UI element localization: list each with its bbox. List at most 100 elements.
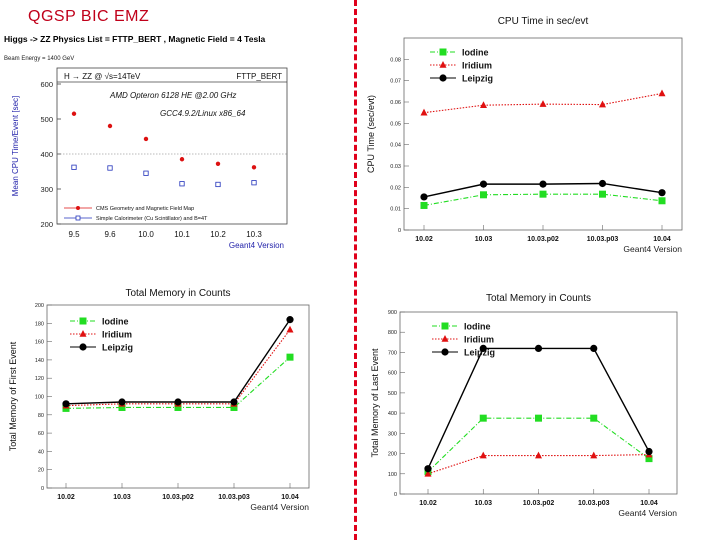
y-tick-label: 200	[40, 220, 53, 229]
simple-calo-point	[71, 164, 77, 170]
plot-frame	[56, 67, 288, 225]
x-axis-label: Geant4 Version	[229, 241, 284, 250]
iodine-point	[174, 403, 182, 411]
cms-point	[107, 123, 113, 129]
process-label: H → ZZ @ √s=14TeV	[64, 72, 141, 81]
series-leipzig	[424, 344, 653, 473]
x-tick-label: 9.5	[68, 230, 80, 239]
y-tick-label: 0.08	[390, 57, 401, 63]
iodine-point	[479, 414, 487, 422]
iodine-point	[539, 190, 547, 198]
y-tick-label: 500	[40, 115, 53, 124]
series-leipzig	[62, 316, 294, 408]
iridium-point	[535, 451, 542, 459]
x-axis: 10.02 10.03 10.03.p02 10.03.p03 10.04	[57, 483, 299, 501]
x-tick-label: 10.03.p02	[527, 236, 559, 243]
x-axis: 10.02 10.03 10.03.p02 10.03.p03 10.04	[415, 225, 671, 243]
x-axis-label: Geant4 Version	[250, 502, 309, 512]
x-tick-label: 10.03.p02	[523, 500, 555, 507]
iridium-point	[424, 469, 432, 477]
iodine-point	[645, 455, 653, 463]
legend-label-leipzig: Leipzig	[102, 343, 133, 353]
y-tick-label: 600	[388, 371, 397, 377]
physics-list-label: FTTP_BERT	[236, 72, 282, 81]
y-tick-label: 0.05	[390, 121, 401, 127]
y-tick-label: 20	[38, 468, 44, 474]
y-tick-label: 0.07	[390, 79, 401, 85]
legend-label-leipzig: Leipzig	[464, 348, 495, 358]
legend-marker-leipzig	[441, 348, 449, 356]
series-iridium	[420, 89, 666, 116]
y-tick-label: 200	[35, 303, 44, 309]
cms-point	[251, 165, 257, 170]
x-tick-label: 10.03	[113, 494, 131, 501]
x-tick-label: 10.0	[138, 230, 154, 239]
x-tick-label: 10.02	[419, 500, 437, 507]
x-tick-label: 10.2	[210, 230, 226, 239]
x-tick-label: 10.3	[246, 230, 262, 239]
plot-frame	[399, 311, 678, 495]
y-tick-label: 600	[40, 80, 53, 89]
leipzig-point	[598, 179, 607, 188]
leipzig-point	[645, 447, 653, 456]
y-tick-label: 0.03	[390, 164, 401, 170]
y-axis-label: Mean CPU Time/Event [sec]	[11, 96, 20, 196]
legend-marker-iodine	[441, 322, 449, 330]
legend-label-iodine: Iodine	[464, 322, 491, 332]
iridium-point	[479, 451, 487, 459]
x-tick-label: 10.03	[474, 500, 492, 507]
y-tick-label: 400	[40, 150, 53, 159]
y-tick-label: 0	[394, 492, 397, 498]
y-axis-label: Total Memory of Last Event	[370, 348, 380, 458]
leipzig-point	[479, 180, 488, 188]
iridium-point	[539, 100, 547, 107]
y-axis-label: Total Memory of First Event	[8, 341, 18, 451]
y-tick-label: 0.06	[390, 100, 401, 106]
iodine-point	[535, 414, 542, 422]
leipzig-point	[590, 344, 598, 352]
legend-label-leipzig: Leipzig	[462, 74, 493, 84]
chart-title: Total Memory in Counts	[486, 293, 591, 304]
x-tick-label: 10.02	[415, 236, 433, 243]
y-tick-label: 0.02	[390, 185, 401, 191]
legend-label-simple: Simple Calorimeter (Cu Scintillator) and…	[96, 216, 208, 222]
series-leipzig	[420, 179, 666, 201]
iodine-point	[118, 403, 126, 411]
x-tick-label: 10.04	[281, 494, 299, 501]
iodine-point	[590, 414, 598, 422]
iodine-point	[599, 190, 606, 198]
legend: Iodine Iridium Leipzig	[430, 48, 493, 84]
x-tick-label: 9.6	[104, 230, 116, 239]
legend-label-iodine: Iodine	[462, 48, 489, 58]
simple-calo-point	[143, 170, 149, 176]
y-axis: 200 300 400 500 600	[40, 80, 61, 229]
chart-title: CPU Time in sec/evt	[498, 16, 589, 27]
y-tick-label: 160	[35, 340, 44, 346]
legend-marker-cms	[76, 206, 80, 210]
y-tick-label: 500	[388, 391, 397, 397]
y-tick-label: 120	[35, 376, 44, 382]
leipzig-point	[539, 180, 547, 188]
iridium-point	[599, 100, 606, 108]
x-tick-label: 10.1	[174, 230, 190, 239]
machine-label: AMD Opteron 6128 HE @2.00 GHz	[109, 91, 236, 100]
cms-point	[143, 136, 149, 142]
legend-label-iridium: Iridium	[462, 61, 492, 71]
series-iodine	[420, 190, 666, 209]
section-divider	[354, 0, 357, 540]
iridium-point	[286, 325, 294, 333]
y-axis: 0 100 200 300 400 500 600 700 800 900	[388, 310, 405, 498]
cms-point	[215, 161, 221, 166]
chart-title: Total Memory in Counts	[125, 288, 230, 299]
y-tick-label: 700	[388, 350, 397, 356]
iodine-point	[230, 403, 238, 411]
leipzig-point	[420, 193, 428, 201]
leipzig-point	[174, 398, 182, 406]
iridium-point	[480, 101, 487, 108]
iridium-point	[590, 451, 598, 459]
legend: Iodine Iridium Leipzig	[432, 322, 495, 358]
iodine-line	[423, 193, 663, 207]
iridium-line	[423, 92, 663, 114]
y-tick-label: 0.04	[390, 143, 401, 149]
legend-marker-iridium	[441, 335, 449, 342]
